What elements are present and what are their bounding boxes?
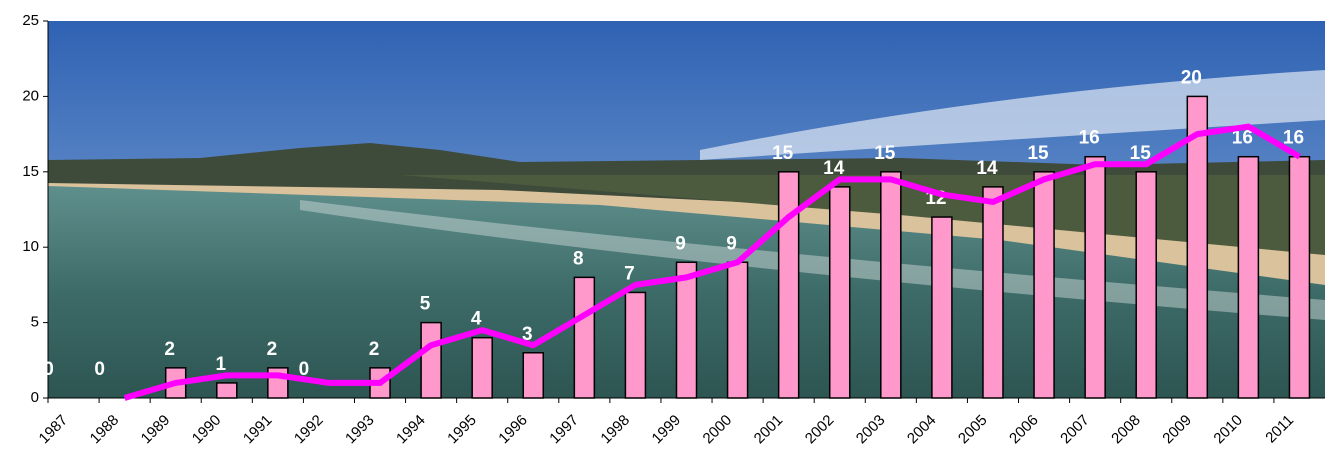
x-tick-label: 1995 bbox=[444, 412, 480, 448]
x-tick-label: 1993 bbox=[342, 412, 378, 448]
data-label: 16 bbox=[1283, 128, 1304, 149]
data-label: 0 bbox=[43, 359, 54, 380]
data-label: 14 bbox=[976, 158, 998, 179]
x-tick-label: 2000 bbox=[700, 412, 736, 448]
data-label: 2 bbox=[369, 339, 380, 360]
bar bbox=[982, 186, 1004, 399]
data-label: 9 bbox=[675, 233, 686, 254]
x-tick-label: 2001 bbox=[751, 412, 787, 448]
bar bbox=[267, 367, 289, 399]
x-tick-label: 2003 bbox=[853, 412, 889, 448]
bar bbox=[471, 336, 493, 399]
bar bbox=[1237, 155, 1260, 399]
data-label: 8 bbox=[573, 248, 584, 269]
x-tick-label: 2009 bbox=[1159, 412, 1195, 448]
y-tick-label: 0 bbox=[31, 389, 39, 406]
x-tick-label: 1991 bbox=[240, 412, 276, 448]
x-tick-label: 1988 bbox=[87, 412, 123, 448]
bar bbox=[1084, 155, 1106, 399]
bar bbox=[624, 291, 647, 399]
data-label: 9 bbox=[726, 233, 737, 254]
x-tick-label: 2011 bbox=[1262, 412, 1297, 447]
x-tick-label: 1992 bbox=[291, 412, 327, 448]
y-tick-label: 25 bbox=[22, 12, 39, 29]
data-label: 15 bbox=[1130, 143, 1152, 164]
bar bbox=[931, 216, 953, 399]
data-label: 4 bbox=[471, 309, 482, 330]
bar bbox=[777, 171, 800, 399]
bar bbox=[522, 352, 545, 399]
data-label: 1 bbox=[215, 354, 226, 375]
bar bbox=[1033, 171, 1055, 399]
data-label: 0 bbox=[94, 359, 105, 380]
bar bbox=[573, 276, 596, 399]
data-label: 2 bbox=[267, 339, 278, 360]
x-tick-label: 2004 bbox=[904, 412, 940, 448]
x-tick-label: 2007 bbox=[1057, 412, 1093, 448]
data-label: 16 bbox=[1232, 128, 1253, 149]
x-tick-label: 1989 bbox=[138, 412, 174, 448]
data-label: 16 bbox=[1079, 128, 1100, 149]
bar bbox=[880, 171, 902, 399]
x-tick-label: 1997 bbox=[546, 412, 582, 448]
x-tick-label: 1998 bbox=[597, 412, 633, 448]
bar bbox=[1135, 171, 1157, 399]
bar bbox=[1186, 95, 1209, 399]
x-tick-label: 2008 bbox=[1108, 412, 1144, 448]
data-label: 5 bbox=[420, 294, 431, 315]
bar bbox=[828, 186, 851, 399]
bar bbox=[1288, 155, 1311, 399]
y-tick-label: 5 bbox=[31, 314, 39, 331]
x-tick-label: 2002 bbox=[802, 412, 838, 448]
x-tick-label: 2010 bbox=[1210, 412, 1246, 448]
x-tick-label: 1990 bbox=[189, 412, 225, 448]
data-label: 20 bbox=[1181, 67, 1202, 88]
x-tick-label: 2005 bbox=[955, 412, 991, 448]
bar bbox=[726, 261, 749, 399]
bar bbox=[216, 382, 238, 399]
x-tick-label: 1994 bbox=[393, 412, 429, 448]
data-label: 14 bbox=[823, 158, 845, 179]
data-label: 3 bbox=[522, 324, 533, 345]
data-label: 7 bbox=[624, 263, 635, 284]
x-tick-label: 2006 bbox=[1006, 412, 1042, 448]
data-label: 15 bbox=[1027, 143, 1049, 164]
data-label: 15 bbox=[772, 143, 794, 164]
x-tick-label: 1996 bbox=[495, 412, 531, 448]
data-label: 2 bbox=[164, 339, 175, 360]
y-tick-label: 20 bbox=[22, 87, 39, 104]
background-photo bbox=[48, 21, 1325, 398]
bar bbox=[420, 321, 442, 399]
bar bbox=[675, 261, 698, 399]
x-tick-label: 1999 bbox=[649, 412, 685, 448]
x-tick-label: 1987 bbox=[36, 412, 72, 448]
data-label: 15 bbox=[874, 143, 896, 164]
y-tick-label: 10 bbox=[22, 238, 39, 255]
y-tick-label: 15 bbox=[22, 163, 39, 180]
trend-line bbox=[123, 123, 1301, 401]
data-label: 0 bbox=[299, 359, 310, 380]
